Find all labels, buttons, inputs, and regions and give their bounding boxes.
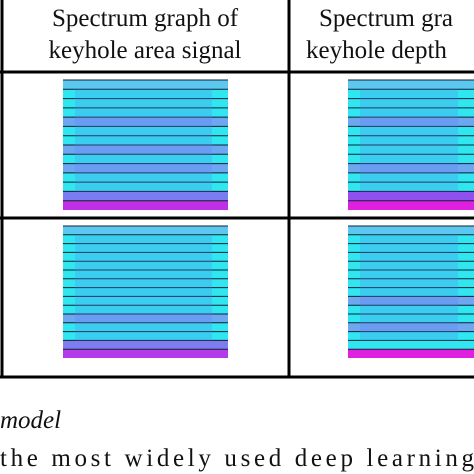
spectrum-stripe (348, 117, 474, 127)
spectrum-stripe (348, 89, 474, 99)
header-text: keyhole area signal (49, 37, 242, 64)
header-text: keyhole depth (306, 37, 447, 64)
header-text: Spectrum gra (319, 5, 453, 32)
spectrum-stripe (63, 322, 228, 332)
spectrum-stripe (63, 126, 228, 136)
spectrum-stripe (63, 107, 228, 118)
spectrum-stripe (348, 296, 474, 306)
spectrum-stripe (348, 243, 474, 253)
spectrum-stripe (63, 182, 228, 192)
spectrum-stripe (348, 305, 474, 314)
spectrum-stripe (348, 287, 474, 297)
spectrum-stripe (63, 80, 228, 90)
spectrum-stripe (63, 314, 228, 323)
spectrum-stripe (63, 349, 228, 358)
spectrum-stripe (63, 287, 228, 297)
spectrum-stripe (63, 226, 228, 235)
spectrum-stripe (348, 270, 474, 279)
spectrum-stripe (63, 200, 228, 210)
header-text: Spectrum graph of (52, 5, 239, 32)
spectrum-stripe (63, 154, 228, 164)
spectrum-stripe (360, 234, 458, 341)
spectrum-stripe (348, 349, 474, 358)
spectrum-stripe (63, 163, 228, 173)
spectrum-stripe (63, 331, 228, 341)
spectrum-stripe (63, 89, 228, 99)
spectrum-stripe (348, 80, 474, 90)
spectrum-stripe (63, 296, 228, 306)
spectrum-stripe (75, 234, 212, 341)
spectrum-stripe (63, 172, 228, 183)
spectrum-stripe (63, 261, 228, 270)
spectrum-stripe (63, 270, 228, 279)
spectrum-stripe (348, 154, 474, 164)
spectrum-stripe (63, 234, 228, 244)
table-borders (0, 0, 474, 379)
spectrum-stripe (63, 117, 228, 127)
spectrum-stripe (348, 261, 474, 270)
spectrum-stripe (348, 163, 474, 173)
spectrum-stripe (348, 322, 474, 332)
spectrum-stripe (348, 126, 474, 136)
spectrum-stripe (63, 305, 228, 314)
spectrum-stripe (348, 234, 474, 244)
spectrum-stripe (348, 135, 474, 145)
spectrum-stripe (348, 145, 474, 155)
spectrum-stripe (360, 89, 458, 192)
section-heading: model (0, 407, 61, 434)
spectrum-stripe (348, 98, 474, 108)
spectrum-stripe (348, 191, 474, 201)
spectrum-stripe (63, 252, 228, 262)
spectrum-stripe (63, 135, 228, 145)
spectrum-stripe (63, 278, 228, 288)
spectrum-stripe (348, 314, 474, 323)
spectrum-stripe (75, 89, 212, 192)
spectrum-stripe (63, 98, 228, 108)
spectrum-images (63, 79, 474, 358)
spectrum-stripe (63, 145, 228, 155)
spectrum-stripe (63, 243, 228, 253)
spectrum-stripe (63, 191, 228, 201)
spectrum-stripe (348, 182, 474, 192)
spectrum-stripe (348, 200, 474, 210)
spectrum-stripe (348, 107, 474, 118)
spectrum-stripe (348, 252, 474, 262)
spectrum-stripe (348, 172, 474, 183)
spectrum-stripe (348, 226, 474, 235)
spectrum-stripe (63, 340, 228, 350)
spectrum-stripe (348, 340, 474, 350)
spectrum-stripe (348, 331, 474, 341)
spectrum-stripe (348, 278, 474, 288)
